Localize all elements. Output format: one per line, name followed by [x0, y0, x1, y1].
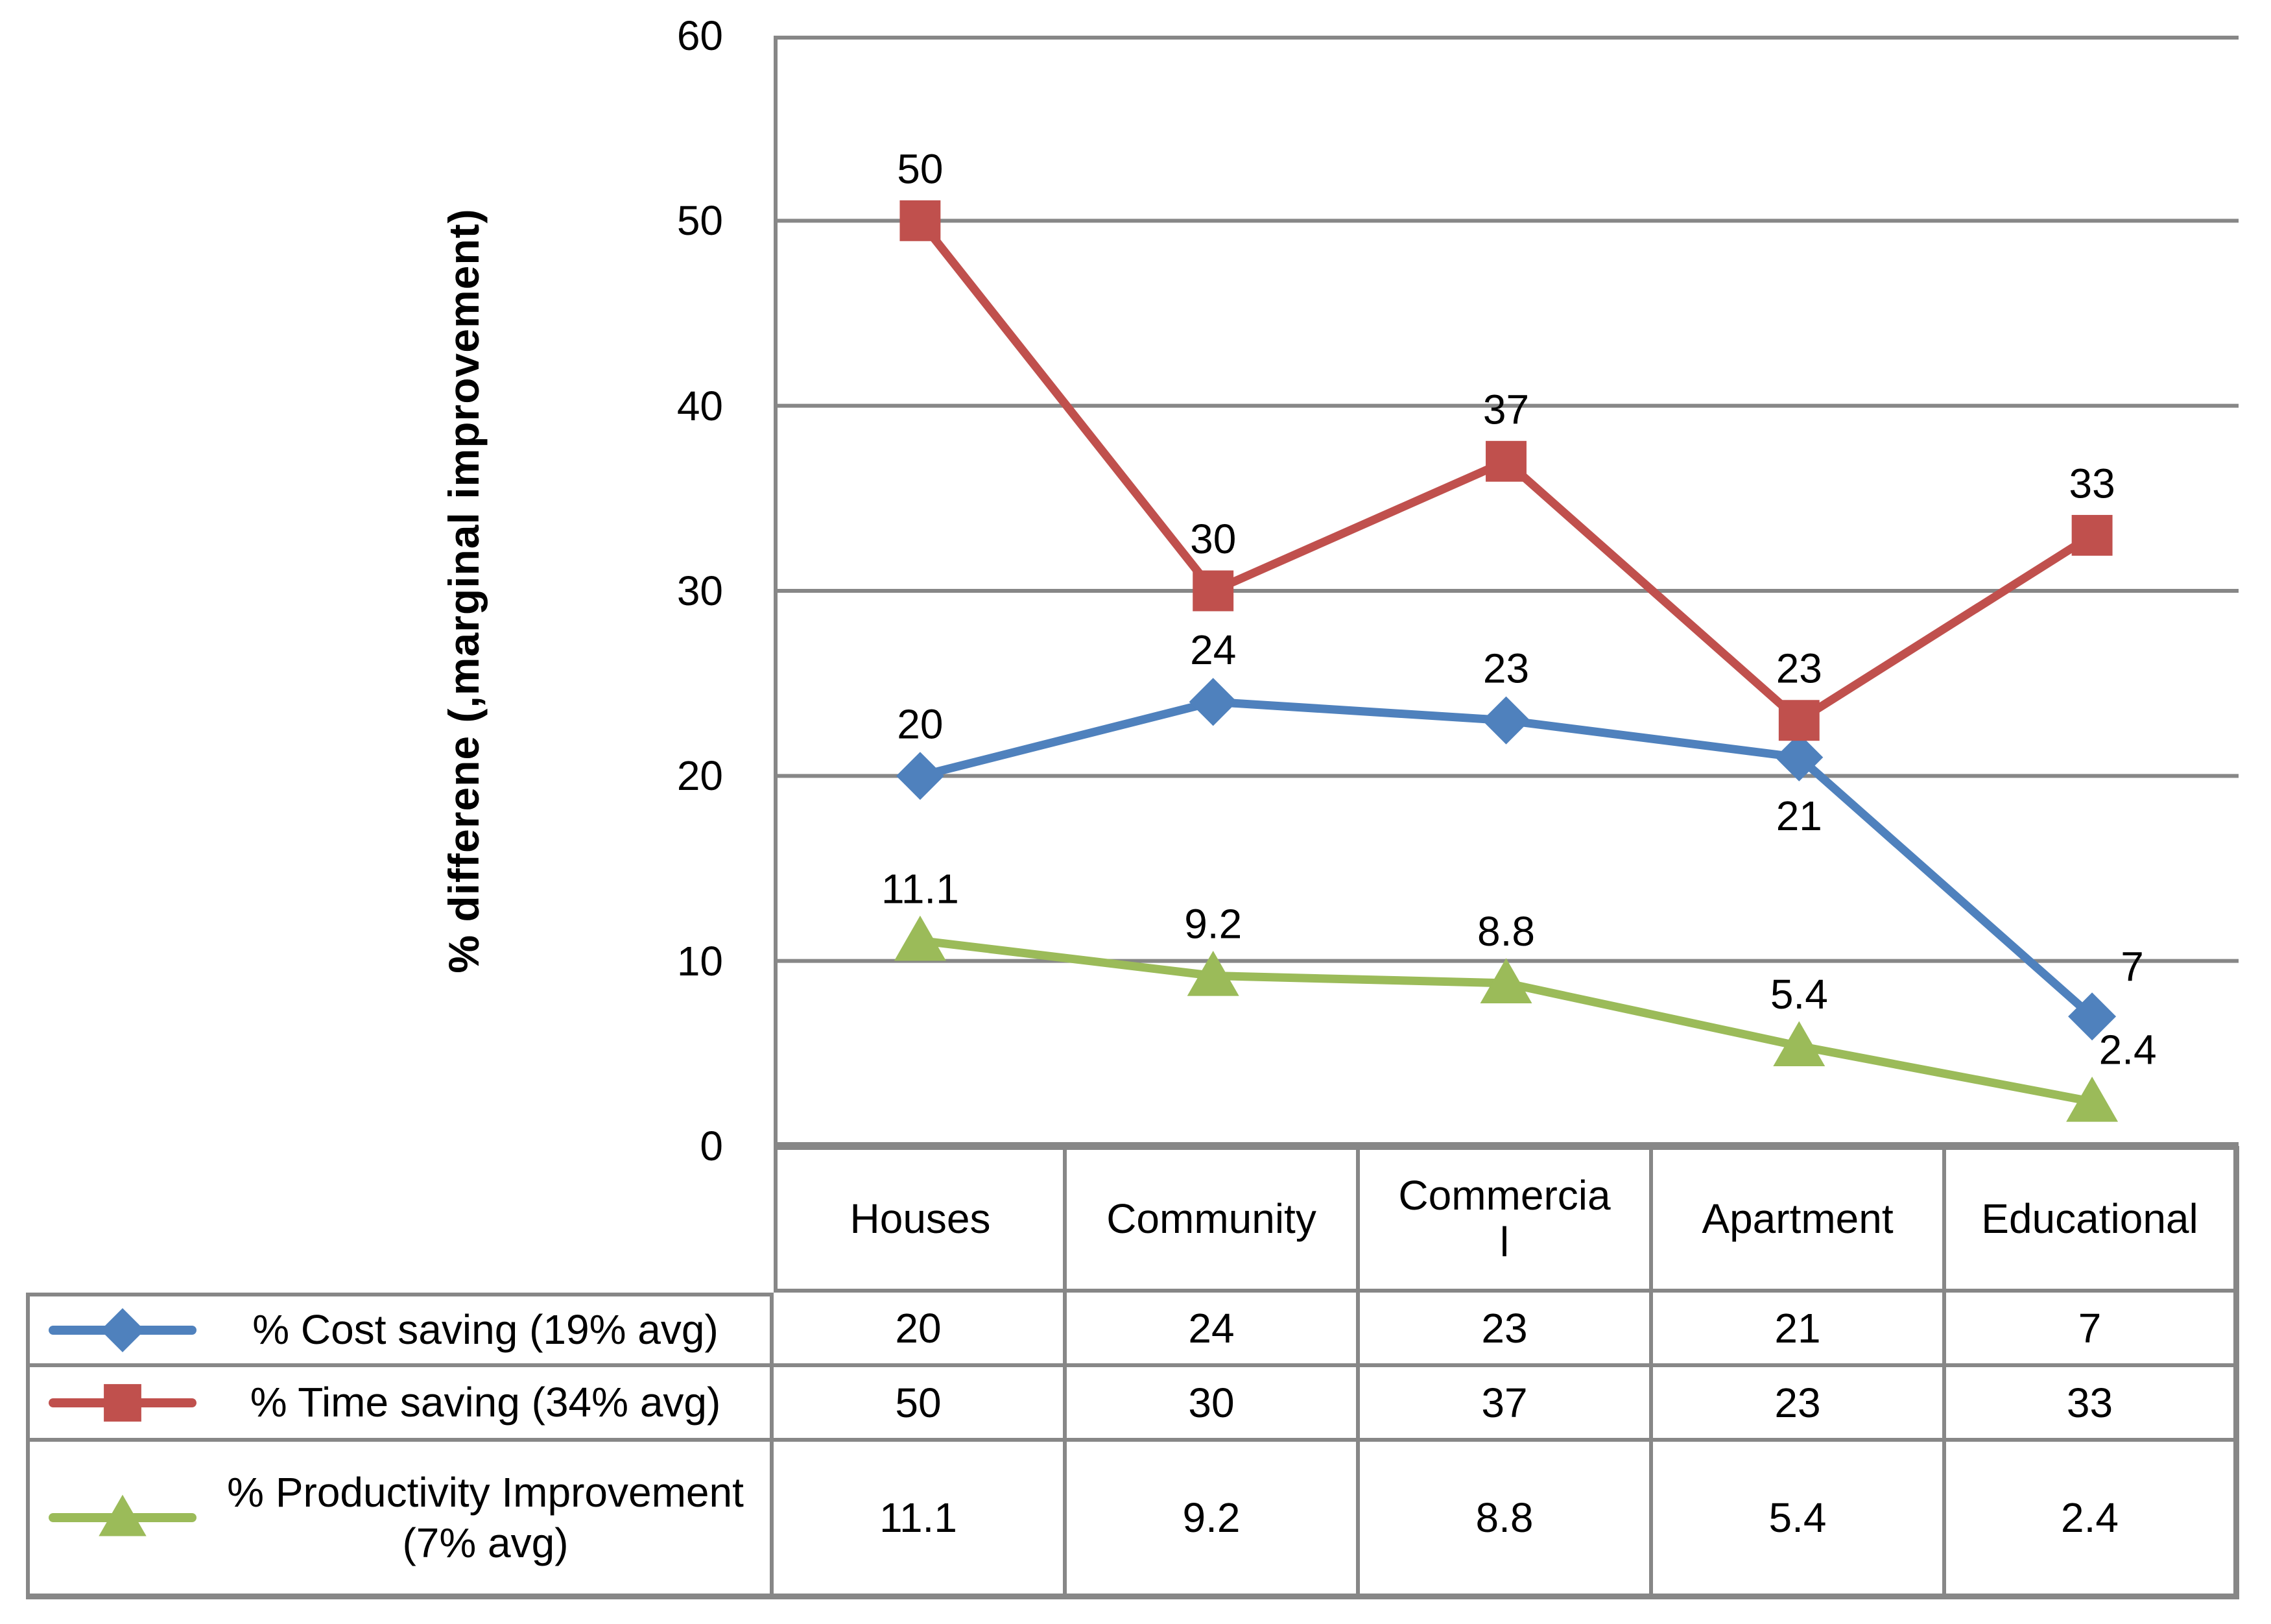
table-value-cell: 30 [1067, 1367, 1360, 1442]
time-saving-series-marker-icon [49, 1383, 196, 1422]
table-header-educational: Educational [1946, 1146, 2239, 1293]
legend-cell-productivity: % Productivity Improvement (7% avg) [26, 1442, 774, 1599]
table-corner-empty [26, 1146, 774, 1293]
legend-label-time-saving: % Time saving (34% avg) [250, 1379, 721, 1426]
data-label: 20 [897, 700, 943, 747]
table-header-houses: Houses [774, 1146, 1067, 1293]
productivity-series-marker-icon [49, 1494, 196, 1536]
table-value-cell: 23 [1360, 1293, 1653, 1367]
diamond-marker-icon [1189, 678, 1237, 726]
square-marker-icon [1486, 440, 1527, 482]
triangle-marker-icon [1187, 951, 1239, 996]
table-value-cell: 37 [1360, 1367, 1653, 1442]
data-label: 11.1 [881, 865, 959, 912]
table-value-cell: 50 [774, 1367, 1067, 1442]
data-label: 24 [1190, 627, 1236, 673]
data-label: 5.4 [1770, 971, 1828, 1018]
table-value-cell: 5.4 [1653, 1442, 1946, 1599]
square-marker-icon [2071, 514, 2113, 556]
y-axis-tick-label: 0 [700, 1123, 723, 1169]
data-label: 30 [1190, 516, 1236, 562]
diamond-marker-icon [1482, 696, 1530, 745]
square-marker-icon [1778, 700, 1820, 741]
data-label: 23 [1776, 645, 1822, 692]
table-value-cell: 7 [1946, 1293, 2239, 1367]
table-value-cell: 8.8 [1360, 1442, 1653, 1599]
table-value-cell: 9.2 [1067, 1442, 1360, 1599]
diamond-marker-icon [2068, 992, 2117, 1041]
y-axis-tick-label: 20 [676, 752, 723, 800]
data-label: 50 [897, 145, 943, 192]
data-label: 21 [1776, 793, 1822, 839]
y-axis-tick-labels: 0 10 20 30 40 50 60 [0, 0, 723, 1624]
table-value-cell: 24 [1067, 1293, 1360, 1367]
data-label: 8.8 [1477, 908, 1535, 955]
y-axis-tick-label: 40 [676, 382, 723, 429]
square-marker-icon [899, 200, 941, 241]
legend-label-cost-saving: % Cost saving (19% avg) [252, 1306, 719, 1354]
square-marker-icon [104, 1383, 141, 1422]
triangle-marker-icon [99, 1494, 147, 1536]
legend-cell-cost-saving: % Cost saving (19% avg) [26, 1293, 774, 1367]
data-label: 2.4 [2099, 1027, 2157, 1073]
legend-cell-time-saving: % Time saving (34% avg) [26, 1367, 774, 1442]
table-header-commercial: Commercia l [1360, 1146, 1653, 1293]
y-axis-tick-label: 10 [676, 937, 723, 985]
table-value-cell: 33 [1946, 1367, 2239, 1442]
y-axis-tick-label: 60 [676, 12, 723, 59]
table-value-cell: 21 [1653, 1293, 1946, 1367]
triangle-marker-icon [1773, 1021, 1825, 1066]
triangle-marker-icon [894, 915, 946, 961]
y-axis-tick-label: 50 [676, 197, 723, 245]
table-value-cell: 2.4 [1946, 1442, 2239, 1599]
data-label: 7 [2121, 943, 2144, 990]
diamond-marker-icon [101, 1308, 145, 1352]
square-marker-icon [1193, 570, 1234, 612]
triangle-marker-icon [1480, 958, 1532, 1003]
cost-saving-series-marker-icon [49, 1308, 196, 1352]
table-value-cell: 11.1 [774, 1442, 1067, 1599]
data-label: 37 [1483, 386, 1529, 433]
diamond-marker-icon [896, 752, 944, 800]
plot-area: 20 24 23 21 7 50 30 37 23 33 11.1 9.2 8.8 5.4 2.4 [774, 36, 2239, 1146]
data-label: 23 [1483, 645, 1529, 692]
data-label: 9.2 [1184, 900, 1242, 947]
triangle-marker-icon [2066, 1077, 2119, 1122]
table-header-apartment: Apartment [1653, 1146, 1946, 1293]
table-header-community: Community [1067, 1146, 1360, 1293]
legend-label-productivity: % Productivity Improvement (7% avg) [227, 1468, 744, 1566]
table-value-cell: 23 [1653, 1367, 1946, 1442]
table-value-cell: 20 [774, 1293, 1067, 1367]
y-axis-tick-label: 30 [676, 567, 723, 614]
diamond-marker-icon [1775, 733, 1824, 782]
data-table: Houses Community Commercia l Apartment E… [26, 1146, 2239, 1599]
data-label: 33 [2069, 460, 2115, 507]
